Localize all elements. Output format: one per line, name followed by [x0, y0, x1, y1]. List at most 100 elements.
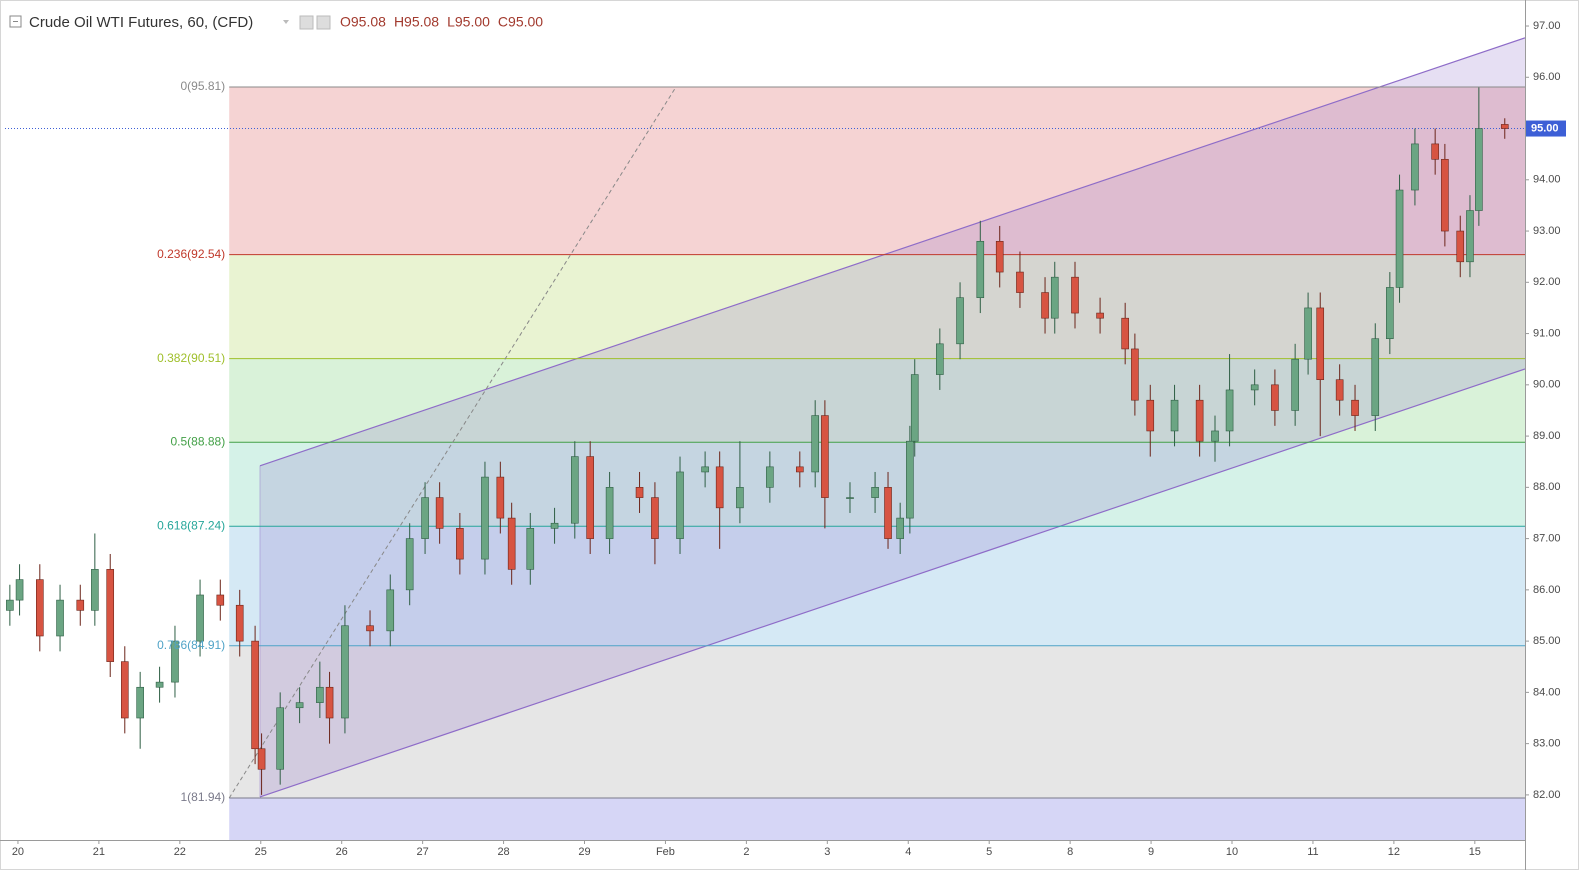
fib-band — [229, 87, 1525, 255]
symbol-title[interactable]: Crude Oil WTI Futures, 60, (CFD) — [29, 14, 253, 31]
candle-body — [36, 579, 44, 637]
candle-body — [386, 589, 395, 632]
candle-body — [1500, 124, 1509, 129]
y-tick-label: 88.00 — [1533, 481, 1561, 493]
ohlc-value: O95.08 — [340, 14, 386, 30]
visibility-button[interactable] — [299, 15, 314, 30]
x-tick-label: 15 — [1469, 846, 1481, 858]
fib-band — [229, 797, 1525, 840]
y-tick-label: 92.00 — [1533, 276, 1561, 288]
dropdown-arrow[interactable] — [283, 20, 289, 24]
y-tick-label: 83.00 — [1533, 738, 1561, 750]
candle-body — [325, 686, 334, 719]
settings-button[interactable] — [316, 15, 331, 30]
x-tick-label: 20 — [12, 846, 24, 858]
candle-body — [1050, 276, 1059, 319]
x-tick-label: 26 — [336, 846, 348, 858]
candle-body — [235, 604, 244, 642]
candle-body — [1431, 143, 1439, 160]
candle-body — [936, 343, 944, 375]
y-tick-label: 87.00 — [1533, 533, 1561, 545]
x-tick-label: 12 — [1388, 846, 1400, 858]
candle-body — [676, 471, 684, 539]
candle-body — [56, 599, 64, 637]
candle-body — [910, 374, 919, 442]
x-tick-label: 28 — [497, 846, 509, 858]
candle-body — [276, 707, 284, 770]
x-tick-label: 9 — [1148, 846, 1154, 858]
candle-body — [570, 456, 579, 524]
candle-body — [1071, 276, 1079, 314]
candle-body — [1250, 384, 1259, 391]
candle-body — [651, 497, 659, 539]
x-tick-label: 8 — [1067, 846, 1073, 858]
fib-band — [229, 526, 1525, 646]
candle-body — [405, 538, 414, 591]
fib-label: 0.618(87.24) — [157, 518, 225, 532]
candle-body — [1304, 307, 1312, 360]
candle-body — [1291, 358, 1299, 411]
candle-body — [1395, 189, 1404, 288]
candle-body — [1456, 230, 1465, 263]
candle-body — [366, 625, 374, 632]
x-tick-label: 11 — [1307, 846, 1318, 858]
candle-body — [481, 476, 489, 560]
plot-area — [5, 37, 1525, 840]
candle-body — [91, 569, 99, 611]
y-tick-label: 91.00 — [1533, 327, 1561, 339]
candle-body — [316, 686, 324, 703]
fib-label: 0.382(90.51) — [157, 351, 225, 365]
fib-label: 0.236(92.54) — [157, 247, 225, 261]
candle-body — [586, 456, 594, 539]
candle-body — [821, 415, 829, 498]
fib-label: 1(81.94) — [180, 790, 225, 804]
y-tick-label: 97.00 — [1533, 20, 1561, 32]
candle-body — [1131, 348, 1139, 401]
candle-body — [295, 702, 304, 709]
candle-body — [1271, 384, 1279, 411]
candle-body — [526, 528, 535, 570]
y-tick-label: 90.00 — [1533, 379, 1561, 391]
candle-body — [871, 487, 879, 498]
fib-label: 0(95.81) — [180, 79, 225, 93]
x-tick-label: 29 — [578, 846, 590, 858]
candle-body — [1096, 312, 1104, 319]
candle-body — [196, 594, 204, 642]
candle-body — [1411, 143, 1419, 191]
ohlc-value: L95.00 — [447, 14, 490, 30]
candle-body — [1466, 210, 1474, 263]
y-tick-label: 89.00 — [1533, 430, 1561, 442]
y-tick-label: 82.00 — [1533, 789, 1561, 801]
candle-body — [1371, 338, 1380, 416]
candle-body — [736, 487, 744, 509]
candle-body — [1146, 399, 1155, 432]
candle-body — [605, 487, 614, 539]
y-tick-label: 94.00 — [1533, 174, 1561, 186]
candle-body — [1016, 271, 1024, 293]
candle-body — [846, 497, 854, 499]
y-tick-label: 86.00 — [1533, 584, 1561, 596]
x-tick-label: 21 — [93, 846, 105, 858]
candle-body — [766, 466, 774, 488]
candle-body — [1211, 430, 1219, 442]
x-tick-label: 22 — [174, 846, 186, 858]
x-tick-label: 10 — [1226, 846, 1238, 858]
ohlc-legend: O95.08 H95.08 L95.00 C95.00 — [340, 14, 543, 30]
x-tick-label: 3 — [824, 846, 830, 858]
candle-body — [956, 297, 964, 345]
channel-upper — [259, 37, 1525, 467]
candle-body — [1316, 307, 1325, 380]
candle-body — [1170, 399, 1179, 432]
candle-body — [507, 517, 516, 570]
fib-band — [229, 645, 1525, 798]
candle-body — [1121, 317, 1129, 350]
candle-body — [1441, 158, 1449, 232]
candle-body — [995, 241, 1004, 273]
x-tick-label: 4 — [905, 846, 911, 858]
channel-lower — [259, 368, 1525, 798]
candle-body — [896, 517, 904, 539]
candle-body — [251, 640, 259, 750]
candle-body — [421, 497, 429, 539]
